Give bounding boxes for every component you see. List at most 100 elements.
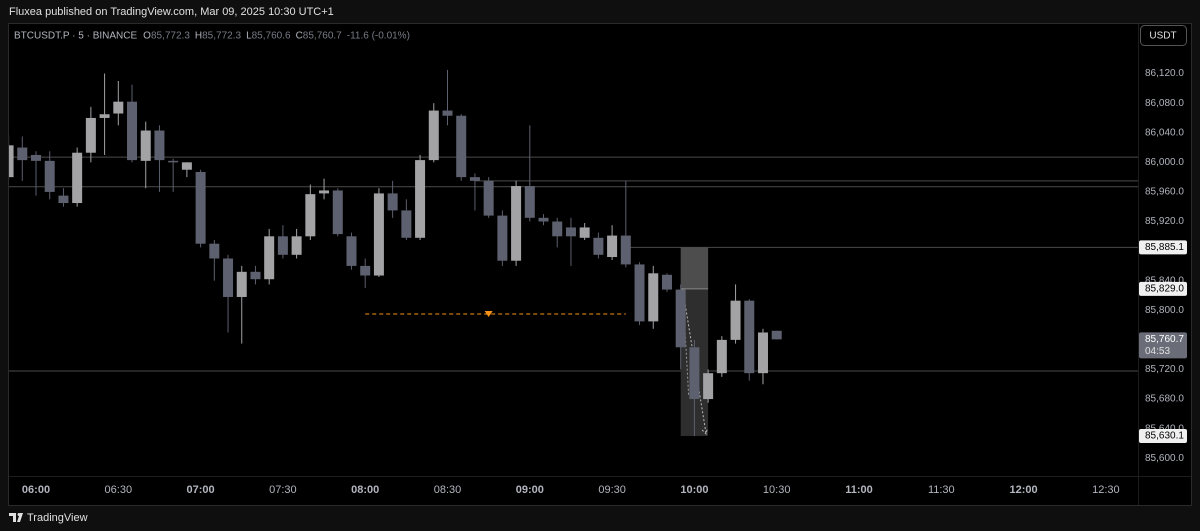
candle-body bbox=[373, 193, 384, 276]
candle-body bbox=[387, 193, 398, 211]
candle-body bbox=[250, 271, 261, 280]
chart-panel bbox=[8, 23, 1192, 506]
candle-body bbox=[716, 339, 727, 374]
ohlc-value: 85,772.3 bbox=[202, 31, 241, 42]
price-label-box bbox=[1139, 428, 1187, 443]
candle-body bbox=[620, 235, 631, 265]
price-label-box bbox=[1139, 281, 1187, 296]
x-tick-label: 12:00 bbox=[1010, 484, 1038, 496]
candle-body bbox=[579, 227, 590, 238]
y-tick-label: 86,040.0 bbox=[1145, 127, 1184, 138]
y-tick-label: 85,600.0 bbox=[1145, 453, 1184, 464]
candle-body bbox=[511, 186, 522, 261]
x-tick-label: 06:00 bbox=[22, 484, 50, 496]
x-tick-label: 09:00 bbox=[516, 484, 544, 496]
candle-body bbox=[346, 236, 357, 266]
x-tick-label: 08:00 bbox=[351, 484, 379, 496]
candle-body bbox=[99, 114, 110, 118]
y-tick-label: 85,840.0 bbox=[1145, 275, 1184, 286]
ohlc-key: L bbox=[246, 31, 252, 42]
y-tick-label: 85,640.0 bbox=[1145, 423, 1184, 434]
candle-body bbox=[607, 235, 618, 258]
candle-body bbox=[661, 274, 672, 290]
candle-body bbox=[181, 162, 192, 170]
x-tick-label: 10:30 bbox=[763, 484, 791, 496]
currency[interactable]: USDT bbox=[1149, 31, 1176, 42]
x-tick-label: 11:30 bbox=[928, 484, 955, 496]
candle-body bbox=[319, 190, 330, 194]
ohlc-value: 85,760.7 bbox=[303, 31, 342, 42]
plot-area bbox=[9, 69, 1138, 437]
published-line: Fluxea published on TradingView.com, Mar… bbox=[9, 6, 334, 18]
candle-body bbox=[277, 236, 288, 255]
candle-body bbox=[31, 154, 41, 161]
candle-body bbox=[634, 264, 645, 322]
price-label-box bbox=[1139, 240, 1187, 255]
candle-body bbox=[565, 227, 576, 237]
tradingview-logo bbox=[9, 513, 23, 522]
candle-body bbox=[428, 110, 439, 161]
candle-body bbox=[58, 195, 69, 204]
candle-body bbox=[401, 210, 412, 238]
candle-body bbox=[552, 221, 563, 237]
y-tick-label: 85,960.0 bbox=[1145, 187, 1184, 198]
candle-body bbox=[332, 190, 343, 235]
candle-body bbox=[223, 258, 234, 297]
candle-body bbox=[415, 160, 426, 238]
candle-body bbox=[689, 347, 700, 400]
ohlc-value: 85,760.6 bbox=[252, 31, 291, 42]
candle-body bbox=[648, 273, 659, 322]
bar-countdown: 04:53 bbox=[1145, 346, 1170, 357]
candle-body bbox=[113, 101, 124, 114]
symbol: BTCUSDT.P · 5 · BINANCE bbox=[14, 31, 137, 42]
y-tick-label: 85,680.0 bbox=[1145, 394, 1184, 405]
last-price: 85,760.7 bbox=[1145, 334, 1184, 345]
candle-body bbox=[264, 236, 275, 280]
candle-body bbox=[730, 300, 741, 340]
candle-body bbox=[168, 160, 179, 163]
candle-body bbox=[442, 110, 453, 116]
ohlc-key: H bbox=[195, 31, 202, 42]
candle-body bbox=[469, 177, 480, 181]
y-tick-label: 85,920.0 bbox=[1145, 216, 1184, 227]
candle-body bbox=[703, 373, 714, 400]
candle-body bbox=[209, 243, 220, 259]
candle-body bbox=[236, 271, 247, 297]
last-price-box bbox=[1139, 332, 1187, 359]
x-tick-label: 08:30 bbox=[434, 484, 462, 496]
y-tick-label: 85,720.0 bbox=[1145, 364, 1184, 375]
candle-body bbox=[17, 147, 28, 161]
candle-body bbox=[9, 145, 14, 178]
candle-body bbox=[291, 236, 302, 255]
candle-body bbox=[483, 180, 494, 216]
x-tick-label: 09:30 bbox=[598, 484, 626, 496]
x-tick-label: 06:30 bbox=[105, 484, 133, 496]
x-tick-label: 12:30 bbox=[1092, 484, 1120, 496]
candle-body bbox=[497, 215, 508, 261]
candle-body bbox=[127, 101, 138, 161]
candle-body bbox=[140, 130, 151, 161]
y-tick-label: 86,080.0 bbox=[1145, 98, 1184, 109]
candle-body bbox=[85, 117, 96, 153]
candle-body bbox=[593, 237, 604, 255]
candle-body bbox=[757, 332, 768, 374]
candle-body bbox=[195, 171, 206, 244]
x-tick-label: 07:30 bbox=[269, 484, 297, 496]
ohlc-key: C bbox=[296, 31, 303, 42]
candle-body bbox=[305, 194, 316, 237]
legend: BTCUSDT.P · 5 · BINANCE O 85,772.3 H 85,772… bbox=[14, 31, 410, 42]
price-label: 85,630.1 bbox=[1145, 431, 1184, 442]
logo-dot bbox=[17, 513, 21, 516]
candle-body bbox=[524, 186, 535, 218]
ohlc-value: 85,772.3 bbox=[151, 31, 190, 42]
y-tick-label: 86,120.0 bbox=[1145, 68, 1184, 79]
y-tick-label: 85,800.0 bbox=[1145, 305, 1184, 316]
position-risk bbox=[680, 247, 709, 289]
candle-body bbox=[360, 265, 371, 276]
candle-body bbox=[771, 330, 782, 340]
currency-button[interactable] bbox=[1140, 25, 1187, 46]
alert-marker bbox=[484, 310, 493, 317]
candle-body bbox=[538, 217, 549, 222]
x-tick-label: 07:00 bbox=[187, 484, 215, 496]
